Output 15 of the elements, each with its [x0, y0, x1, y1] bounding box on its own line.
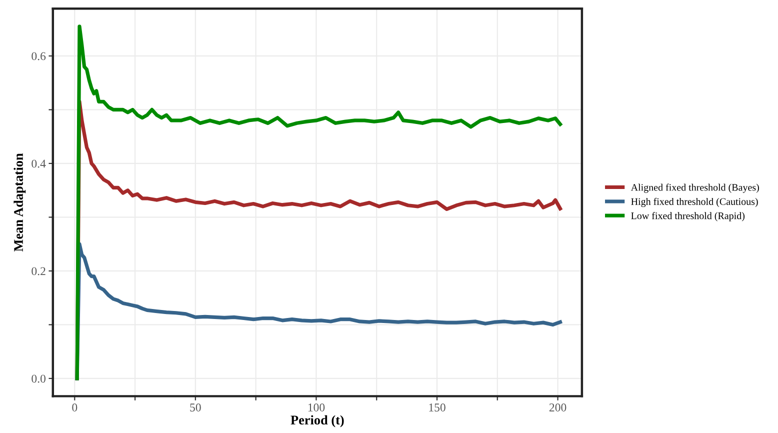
- x-tick-label: 50: [190, 403, 201, 412]
- x-tick-label: 150: [429, 403, 446, 412]
- y-tick-label: 0.2: [32, 267, 46, 276]
- legend-label: High fixed threshold (Cautious): [631, 198, 758, 208]
- x-tick-label: 100: [308, 403, 325, 412]
- y-axis-title: Mean Adaptation: [14, 153, 26, 252]
- line-series: [75, 24, 562, 380]
- y-tick-label: 0.4: [32, 160, 46, 168]
- legend-label: Aligned fixed threshold (Bayes): [630, 184, 759, 193]
- y-tick-label: 0.6: [32, 52, 46, 60]
- y-tick-label: 0.0: [32, 374, 46, 383]
- legend-label: Low fixed threshold (Rapid): [631, 212, 745, 222]
- x-axis-title: Period (t): [290, 415, 344, 428]
- x-tick-label: 0: [72, 403, 78, 412]
- x-tick-label: 200: [549, 403, 566, 412]
